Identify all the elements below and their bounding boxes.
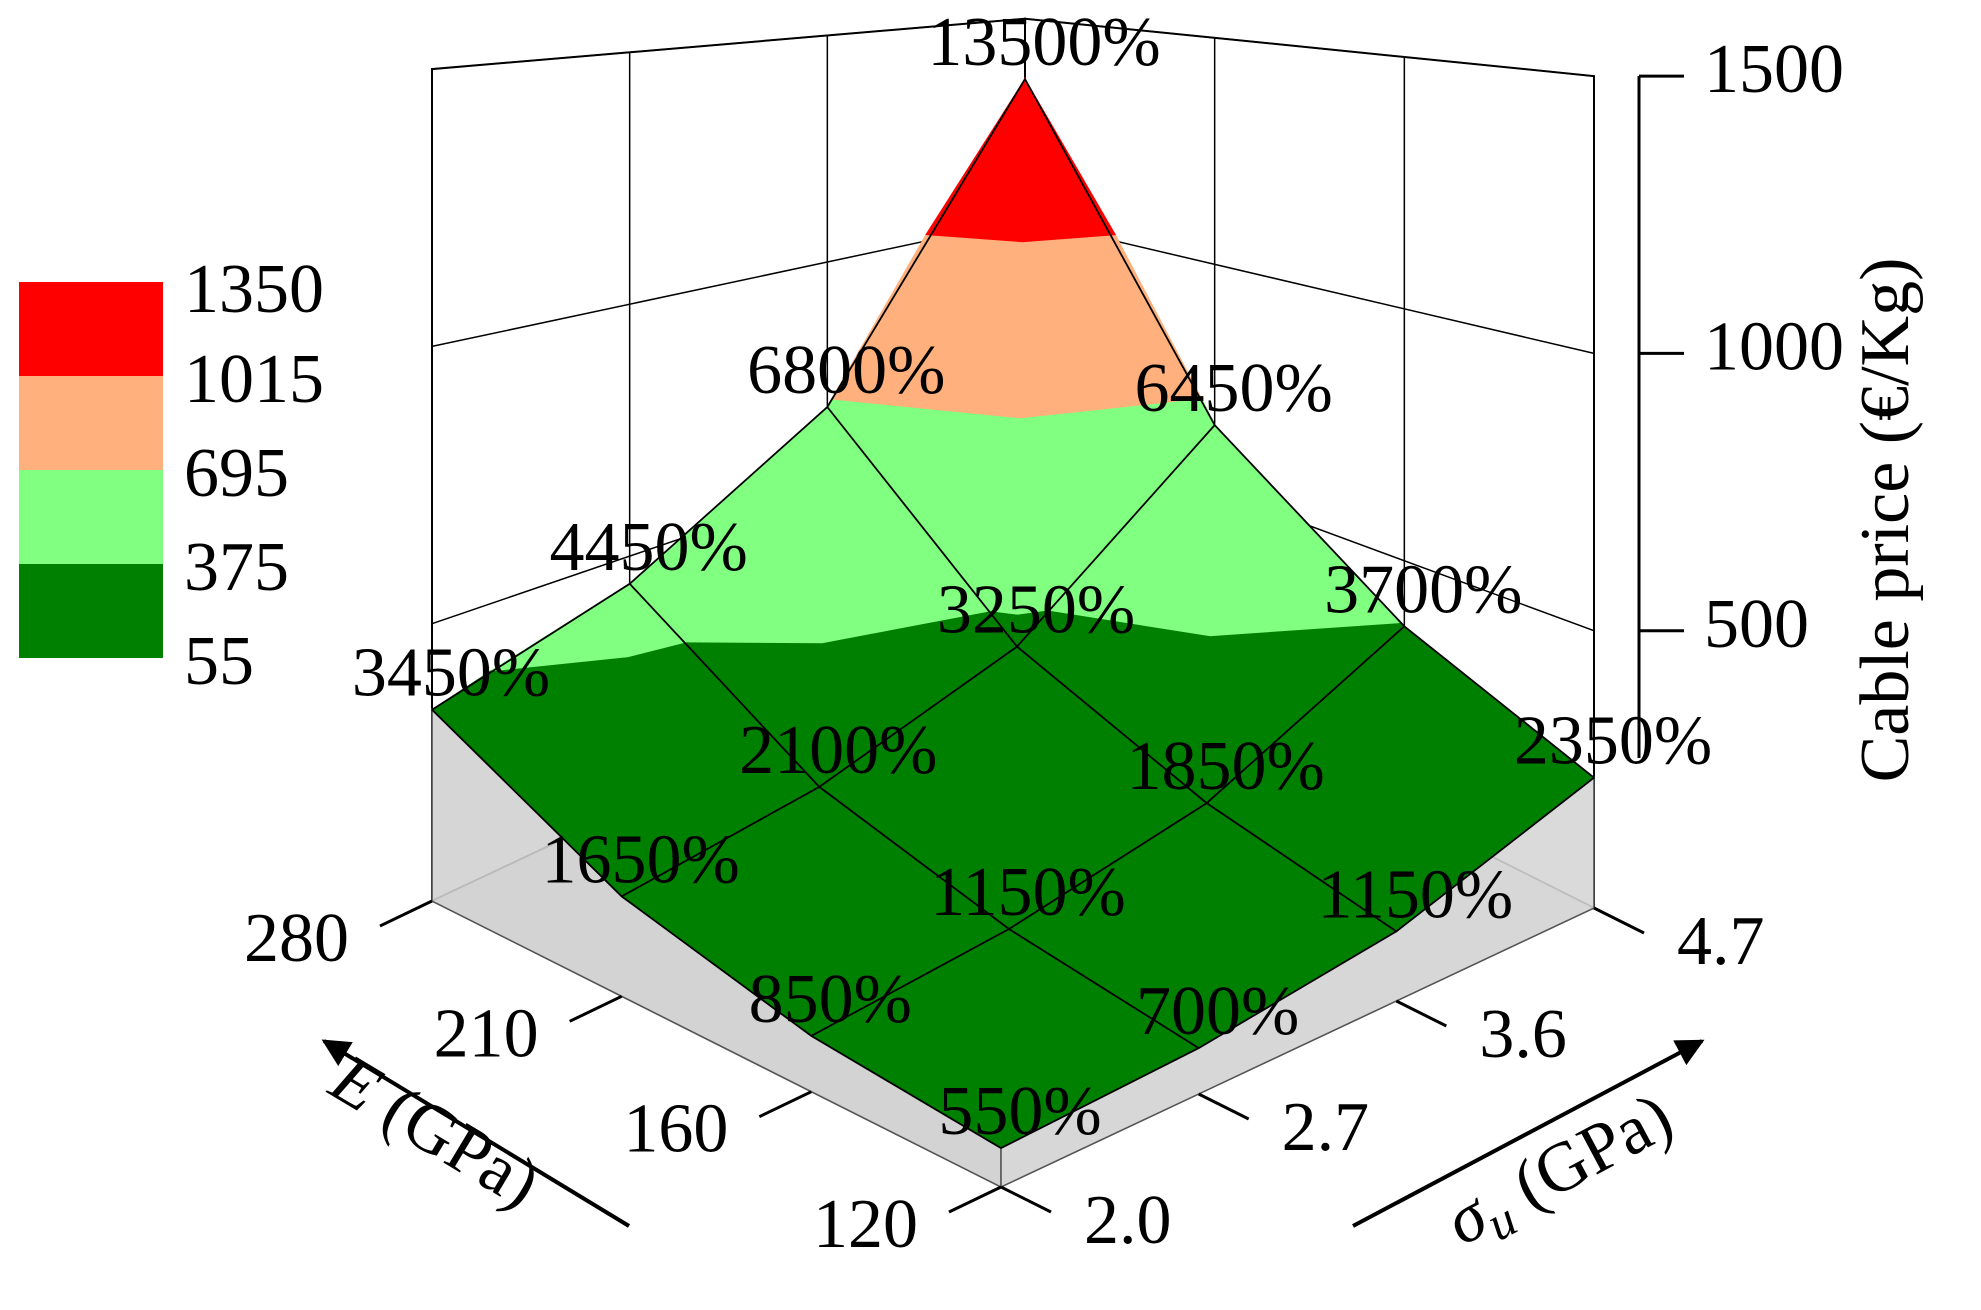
mesh-line xyxy=(621,424,1216,898)
legend-label: 695 xyxy=(184,435,289,512)
point-label: 2100% xyxy=(739,712,937,789)
z-tick-label: 1000 xyxy=(1704,308,1844,385)
point-label: 3450% xyxy=(352,635,550,712)
point-label: 1650% xyxy=(542,822,740,899)
x-tick-label: 160 xyxy=(623,1091,728,1168)
point-label: 4450% xyxy=(550,509,748,586)
point-label: 6450% xyxy=(1135,350,1333,427)
mesh-line xyxy=(431,709,1002,1149)
x-tick-label: 210 xyxy=(434,995,539,1072)
y-tick xyxy=(1593,906,1645,935)
mesh-line xyxy=(629,583,1200,1049)
legend-swatch xyxy=(19,564,163,658)
surface xyxy=(431,76,1595,1150)
grid-line xyxy=(431,17,1595,77)
y-axis-title: σu (GPa) xyxy=(1433,1078,1693,1277)
mesh-line xyxy=(1024,78,1595,779)
y-tick-label: 3.6 xyxy=(1479,996,1567,1073)
legend-label: 1350 xyxy=(184,251,324,328)
y-tick-label: 2.0 xyxy=(1084,1182,1172,1259)
mesh-line xyxy=(826,406,1397,933)
x-tick xyxy=(758,1090,812,1119)
x-axis-unit: (GPa) xyxy=(370,1071,553,1223)
z-axis-title: Cable price (€/Kg) xyxy=(1847,258,1924,783)
legend-swatch xyxy=(19,376,163,470)
legend-label: 55 xyxy=(184,623,254,700)
point-label: 1150% xyxy=(930,854,1126,931)
x-tick xyxy=(948,1185,1002,1214)
x-tick-label: 280 xyxy=(244,900,349,977)
y-tick xyxy=(1000,1185,1052,1214)
z-tick-label: 1500 xyxy=(1704,31,1844,108)
x-tick xyxy=(379,899,433,928)
legend: 55 375 695 1015 1350 xyxy=(19,251,324,700)
point-label: 550% xyxy=(938,1073,1101,1150)
legend-swatch xyxy=(19,470,163,564)
y-tick-label: 4.7 xyxy=(1677,903,1765,980)
axes: 120 160 210 280 2.0 2.7 3.6 4.7 500 1000 1500 xyxy=(244,31,1844,1263)
legend-swatch xyxy=(19,282,163,376)
point-label: 1850% xyxy=(1127,728,1325,805)
mesh-line xyxy=(810,625,1405,1037)
y-tick-label: 2.7 xyxy=(1282,1089,1370,1166)
z-tick-label: 500 xyxy=(1704,586,1809,663)
y-axis-arrow xyxy=(1352,1039,1705,1228)
point-labels: 550%700%1150%2350%850%1150%1850%3700%165… xyxy=(352,4,1712,1150)
x-tick-label: 120 xyxy=(813,1186,918,1263)
point-label: 850% xyxy=(749,961,912,1038)
point-label: 3700% xyxy=(1324,551,1522,628)
point-label: 6800% xyxy=(747,332,945,409)
mesh-line xyxy=(431,78,1026,711)
point-label: 2350% xyxy=(1514,703,1712,780)
point-label: 700% xyxy=(1136,973,1299,1050)
point-label: 3250% xyxy=(937,572,1135,649)
point-label: 13500% xyxy=(927,4,1160,81)
y-tick xyxy=(1395,999,1448,1028)
x-axis-arrow xyxy=(321,1039,631,1228)
legend-label: 375 xyxy=(184,529,289,606)
x-tick xyxy=(569,994,623,1023)
point-label: 1150% xyxy=(1317,856,1513,933)
legend-label: 1015 xyxy=(184,341,324,418)
mesh-line xyxy=(1000,776,1595,1149)
y-tick xyxy=(1197,1092,1250,1121)
